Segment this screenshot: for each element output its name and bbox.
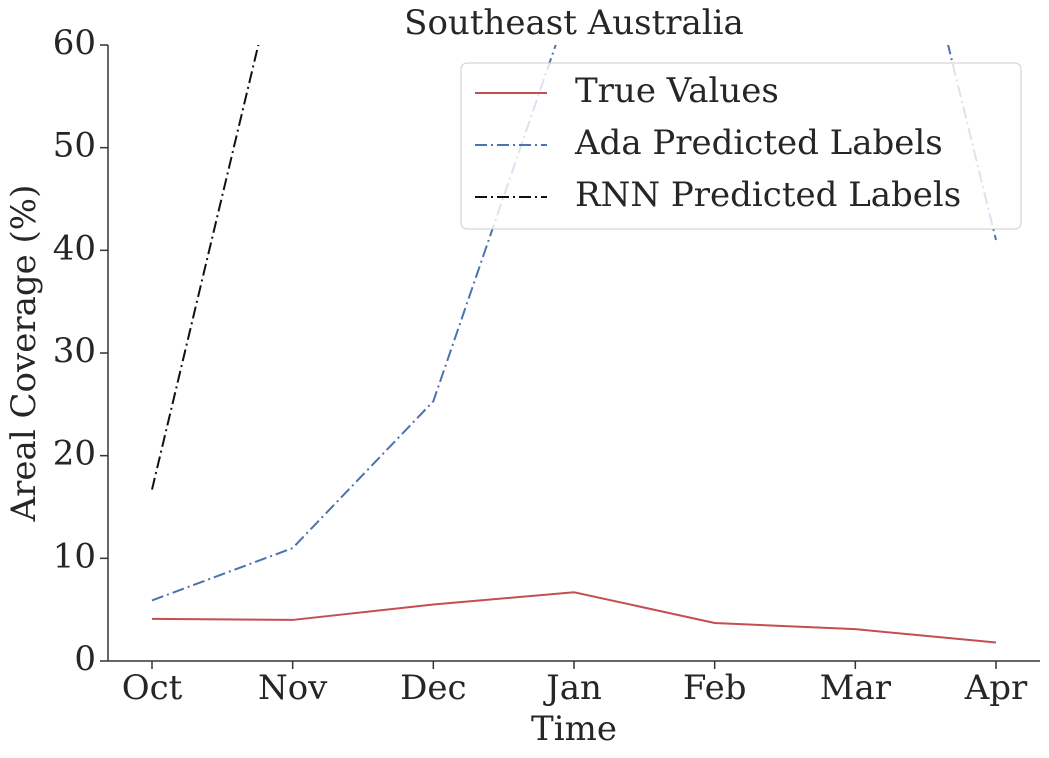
chart-title: Southeast Australia <box>404 3 744 43</box>
x-axis-label: Time <box>531 709 617 749</box>
legend-label: Ada Predicted Labels <box>574 123 943 163</box>
y-tick-label: 40 <box>53 228 96 268</box>
series-line <box>151 591 997 644</box>
y-tick-label: 0 <box>74 639 96 679</box>
y-tick-label: 10 <box>53 536 96 576</box>
legend-box <box>460 62 1022 230</box>
x-tick-label: Feb <box>683 668 747 708</box>
x-tick-label: Apr <box>964 668 1028 708</box>
plot-area <box>151 45 997 644</box>
x-tick-label: Dec <box>400 668 466 708</box>
x-tick-label: Nov <box>258 668 328 708</box>
x-tick-label: Mar <box>820 668 892 708</box>
legend-label: True Values <box>575 71 779 111</box>
x-tick-label: Oct <box>122 668 183 708</box>
y-tick-label: 60 <box>53 23 96 63</box>
y-axis-label: Areal Coverage (%) <box>4 185 44 523</box>
y-tick-label: 30 <box>53 331 96 371</box>
legend-label: RNN Predicted Labels <box>575 175 961 215</box>
x-tick-label: Jan <box>543 668 602 708</box>
y-tick-label: 20 <box>53 434 96 474</box>
y-tick-label: 50 <box>53 126 96 166</box>
